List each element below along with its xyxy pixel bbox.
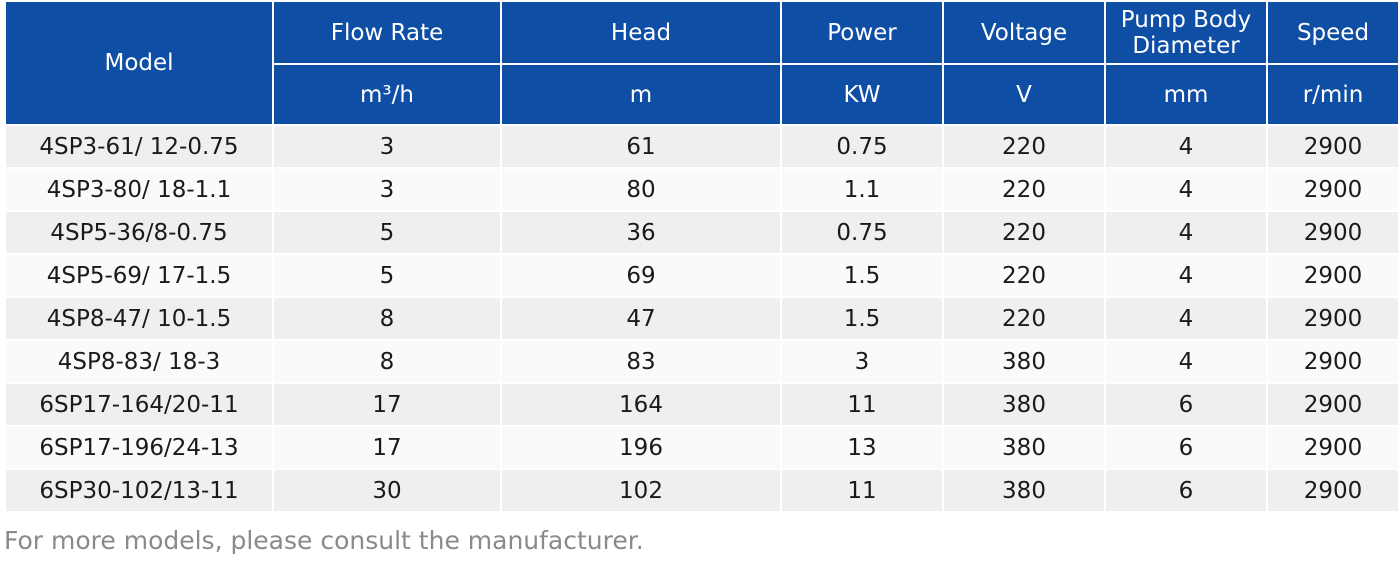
value-cell: 11: [780, 468, 944, 513]
value-cell: 5: [272, 210, 502, 255]
column-header: Voltage: [942, 0, 1106, 65]
value-cell: 4: [1104, 253, 1268, 298]
value-cell: 2900: [1266, 210, 1400, 255]
value-cell: 3: [780, 339, 944, 384]
column-header: Pump Body Diameter: [1104, 0, 1268, 65]
value-cell: 4: [1104, 210, 1268, 255]
value-cell: 47: [500, 296, 782, 341]
value-cell: 380: [942, 468, 1106, 513]
model-cell: 6SP17-196/24-13: [4, 425, 274, 470]
value-cell: 380: [942, 382, 1106, 427]
model-cell: 4SP8-47/ 10-1.5: [4, 296, 274, 341]
column-header: Power: [780, 0, 944, 65]
column-header: Head: [500, 0, 782, 65]
value-cell: 4: [1104, 167, 1268, 212]
model-cell: 4SP5-69/ 17-1.5: [4, 253, 274, 298]
column-unit: r/min: [1266, 63, 1400, 126]
table-row: 6SP30-102/13-11 30 102 11 380 6 2900: [4, 468, 1400, 513]
value-cell: 380: [942, 425, 1106, 470]
value-cell: 0.75: [780, 210, 944, 255]
value-cell: 69: [500, 253, 782, 298]
table-body: 4SP3-61/ 12-0.75 3 61 0.75 220 4 2900 4SP3-80/ …: [4, 124, 1400, 513]
table-row: 4SP8-47/ 10-1.5 8 47 1.5 220 4 2900: [4, 296, 1400, 341]
column-header: Model: [4, 0, 274, 126]
value-cell: 13: [780, 425, 944, 470]
table-row: 4SP5-69/ 17-1.5 5 69 1.5 220 4 2900: [4, 253, 1400, 298]
value-cell: 17: [272, 425, 502, 470]
footnote: For more models, please consult the manu…: [4, 526, 644, 555]
value-cell: 220: [942, 210, 1106, 255]
column-header: Flow Rate: [272, 0, 502, 65]
value-cell: 220: [942, 296, 1106, 341]
value-cell: 0.75: [780, 124, 944, 169]
column-header: Speed: [1266, 0, 1400, 65]
column-unit: mm: [1104, 63, 1268, 126]
value-cell: 61: [500, 124, 782, 169]
value-cell: 8: [272, 339, 502, 384]
table-row: 4SP5-36/8-0.75 5 36 0.75 220 4 2900: [4, 210, 1400, 255]
table-row: 4SP3-61/ 12-0.75 3 61 0.75 220 4 2900: [4, 124, 1400, 169]
value-cell: 6: [1104, 468, 1268, 513]
value-cell: 2900: [1266, 253, 1400, 298]
value-cell: 102: [500, 468, 782, 513]
spec-table: Model Flow Rate Head Power Voltage Pump Body …: [4, 0, 1400, 513]
value-cell: 1.5: [780, 253, 944, 298]
value-cell: 220: [942, 253, 1106, 298]
value-cell: 80: [500, 167, 782, 212]
value-cell: 6: [1104, 425, 1268, 470]
value-cell: 4: [1104, 296, 1268, 341]
model-cell: 4SP3-61/ 12-0.75: [4, 124, 274, 169]
table-row: 6SP17-164/20-11 17 164 11 380 6 2900: [4, 382, 1400, 427]
value-cell: 3: [272, 167, 502, 212]
value-cell: 196: [500, 425, 782, 470]
value-cell: 17: [272, 382, 502, 427]
value-cell: 2900: [1266, 339, 1400, 384]
value-cell: 2900: [1266, 382, 1400, 427]
value-cell: 380: [942, 339, 1106, 384]
column-unit: KW: [780, 63, 944, 126]
value-cell: 2900: [1266, 425, 1400, 470]
value-cell: 220: [942, 167, 1106, 212]
value-cell: 5: [272, 253, 502, 298]
value-cell: 4: [1104, 339, 1268, 384]
value-cell: 2900: [1266, 468, 1400, 513]
column-unit: m: [500, 63, 782, 126]
value-cell: 4: [1104, 124, 1268, 169]
column-unit: V: [942, 63, 1106, 126]
model-cell: 6SP17-164/20-11: [4, 382, 274, 427]
value-cell: 2900: [1266, 124, 1400, 169]
value-cell: 36: [500, 210, 782, 255]
value-cell: 8: [272, 296, 502, 341]
model-cell: 4SP3-80/ 18-1.1: [4, 167, 274, 212]
value-cell: 2900: [1266, 167, 1400, 212]
value-cell: 30: [272, 468, 502, 513]
value-cell: 1.5: [780, 296, 944, 341]
model-cell: 6SP30-102/13-11: [4, 468, 274, 513]
model-cell: 4SP8-83/ 18-3: [4, 339, 274, 384]
column-unit: m³/h: [272, 63, 502, 126]
table-row: 4SP8-83/ 18-3 8 83 3 380 4 2900: [4, 339, 1400, 384]
value-cell: 220: [942, 124, 1106, 169]
value-cell: 6: [1104, 382, 1268, 427]
table-row: 4SP3-80/ 18-1.1 3 80 1.1 220 4 2900: [4, 167, 1400, 212]
value-cell: 1.1: [780, 167, 944, 212]
value-cell: 11: [780, 382, 944, 427]
model-cell: 4SP5-36/8-0.75: [4, 210, 274, 255]
value-cell: 3: [272, 124, 502, 169]
value-cell: 83: [500, 339, 782, 384]
value-cell: 2900: [1266, 296, 1400, 341]
table-row: 6SP17-196/24-13 17 196 13 380 6 2900: [4, 425, 1400, 470]
value-cell: 164: [500, 382, 782, 427]
header-row: Model Flow Rate Head Power Voltage Pump Body …: [4, 0, 1400, 126]
